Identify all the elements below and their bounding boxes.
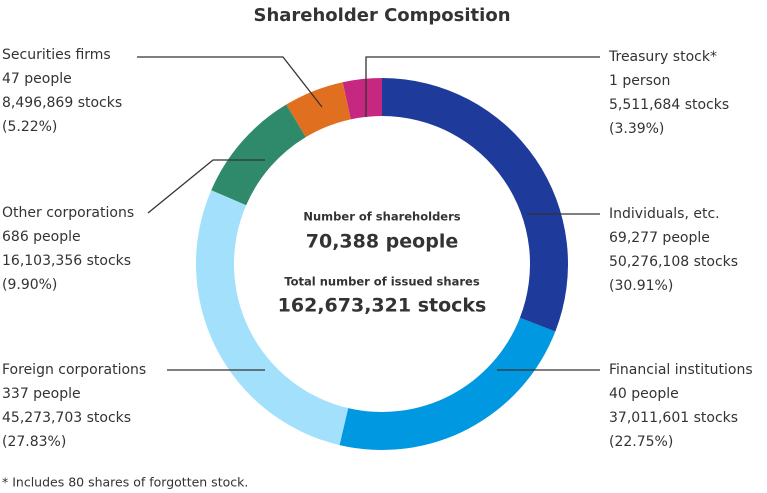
- center-label: Total number of issued shares: [284, 275, 480, 289]
- donut-segment: [211, 104, 306, 206]
- center-value: 162,673,321 stocks: [278, 295, 487, 317]
- center-label: Number of shareholders: [303, 210, 460, 224]
- footnote: * Includes 80 shares of forgotten stock.: [2, 475, 248, 490]
- chart-title: Shareholder Composition: [253, 5, 510, 26]
- legend-label: Treasury stock*: [608, 49, 717, 65]
- stocks-label: 37,011,601 stocks: [609, 410, 738, 426]
- legend-label: Financial institutions: [609, 362, 753, 378]
- leader-line: [365, 56, 600, 117]
- value-label: (22.75%): [609, 434, 673, 450]
- people-label: 69,277 people: [609, 230, 710, 246]
- stocks-label: 5,511,684 stocks: [609, 97, 729, 113]
- value-label: (9.90%): [2, 277, 57, 293]
- center-value: 70,388 people: [306, 231, 458, 253]
- stocks-label: 45,273,703 stocks: [2, 410, 131, 426]
- stocks-label: 16,103,356 stocks: [2, 253, 131, 269]
- value-label: (5.22%): [2, 119, 57, 135]
- stocks-label: 8,496,869 stocks: [2, 95, 122, 111]
- donut-segment: [382, 78, 568, 332]
- people-label: 47 people: [2, 71, 72, 87]
- value-label: (3.39%): [609, 121, 664, 137]
- leader-line: [147, 159, 265, 214]
- donut-segment: [339, 317, 556, 450]
- people-label: 337 people: [2, 386, 81, 402]
- value-label: (30.91%): [609, 278, 673, 294]
- donut-segment: [196, 190, 349, 446]
- legend-label: Foreign corporations: [2, 362, 146, 378]
- legend-label: Individuals, etc.: [609, 206, 720, 222]
- leader-line: [137, 56, 323, 108]
- donut-segment: [286, 82, 351, 138]
- donut-segment: [342, 78, 382, 120]
- legend-label: Securities firms: [2, 47, 111, 63]
- legend-label: Other corporations: [2, 205, 134, 221]
- people-label: 40 people: [609, 386, 679, 402]
- stocks-label: 50,276,108 stocks: [609, 254, 738, 270]
- people-label: 686 people: [2, 229, 81, 245]
- value-label: (27.83%): [2, 434, 66, 450]
- people-label: 1 person: [609, 73, 670, 89]
